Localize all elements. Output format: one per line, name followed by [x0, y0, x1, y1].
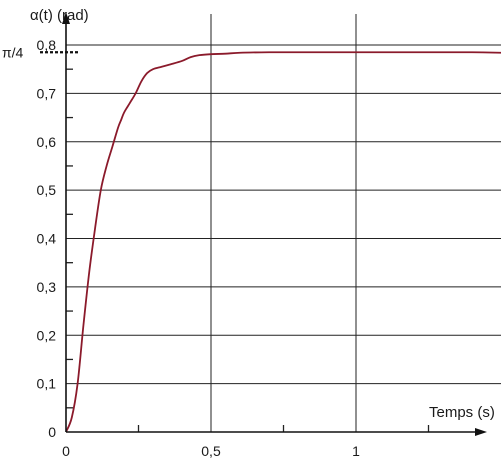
y-axis-label: α(t) (rad) [30, 7, 89, 24]
x-tick-label: 0,5 [201, 443, 221, 459]
y-tick-label: 0,3 [37, 279, 57, 295]
curve-layer [66, 52, 501, 432]
x-tick-label: 1 [352, 443, 360, 459]
y-tick-labels: 0 0,1 0,2 0,3 0,4 0,5 0,6 0,7 0,8 [37, 37, 57, 440]
y-tick-label: 0,8 [37, 37, 57, 53]
response-curve [66, 52, 501, 432]
grid [66, 14, 501, 432]
y-tick-label: 0,4 [37, 231, 57, 247]
y-tick-label: 0,7 [37, 85, 57, 101]
pi-over-4-label: π/4 [2, 44, 24, 60]
x-axis-label: Temps (s) [429, 404, 495, 421]
y-tick-label: 0,1 [37, 376, 57, 392]
x-axis-arrow [475, 428, 487, 436]
y-tick-label: 0,6 [37, 134, 57, 150]
y-tick-label: 0,5 [37, 182, 57, 198]
x-tick-label: 0 [62, 443, 70, 459]
x-tick-labels: 0 0,5 1 [62, 443, 360, 459]
y-tick-label: 0 [48, 424, 56, 440]
axes [62, 12, 487, 436]
y-tick-label: 0,2 [37, 327, 57, 343]
